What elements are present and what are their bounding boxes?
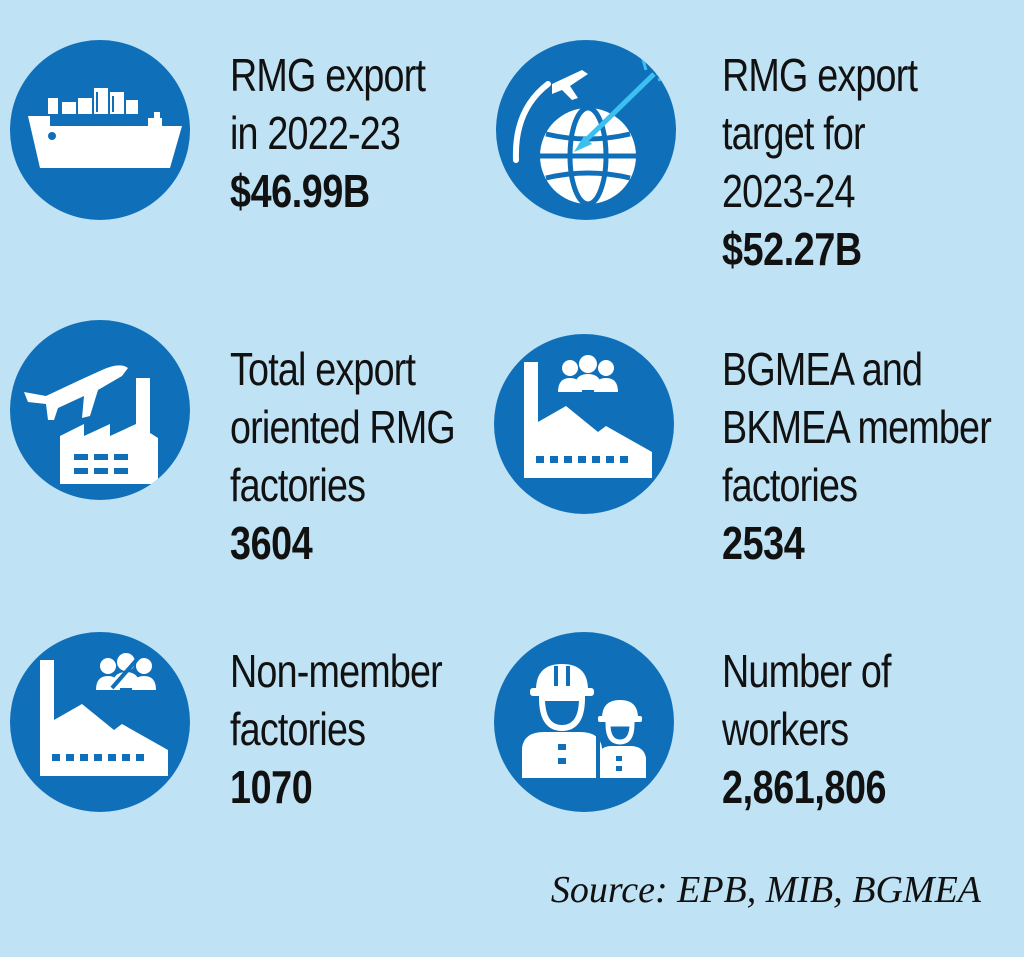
stat-label-line: BGMEA and <box>722 343 923 395</box>
stat-value: 3604 <box>230 517 313 569</box>
stat-value: 2,861,806 <box>722 761 887 813</box>
stat-label-line: Number of <box>722 645 892 697</box>
stat-label-line: target for <box>722 107 866 159</box>
stat-value: 2534 <box>722 517 805 569</box>
stat-label-line: Non-member <box>230 645 443 697</box>
stat-label-line: oriented RMG <box>230 401 456 453</box>
stat-label-line: factories <box>230 459 366 511</box>
stat-value: $46.99B <box>230 165 370 217</box>
factory-members-icon <box>494 334 674 514</box>
stat-value: 1070 <box>230 761 313 813</box>
stat-label-line: Total export <box>230 343 416 395</box>
factory-plane-icon <box>10 320 190 500</box>
factory-non-members-icon <box>10 632 190 812</box>
source-credit: Source: EPB, MIB, BGMEA <box>550 869 981 911</box>
stat-label-line: factories <box>722 459 858 511</box>
workers-icon <box>494 632 674 812</box>
stat-label-line: RMG export <box>230 49 426 101</box>
stat-label-line: RMG export <box>722 49 918 101</box>
cargo-ship-icon <box>10 40 190 220</box>
stat-label-line: factories <box>230 703 366 755</box>
stat-label-line: BKMEA member <box>722 401 992 453</box>
globe-target-icon <box>496 40 676 220</box>
stat-value: $52.27B <box>722 223 862 275</box>
stat-label-line: in 2022-23 <box>230 107 401 159</box>
stat-label-line: 2023-24 <box>722 165 856 217</box>
stat-label-line: workers <box>722 703 849 755</box>
